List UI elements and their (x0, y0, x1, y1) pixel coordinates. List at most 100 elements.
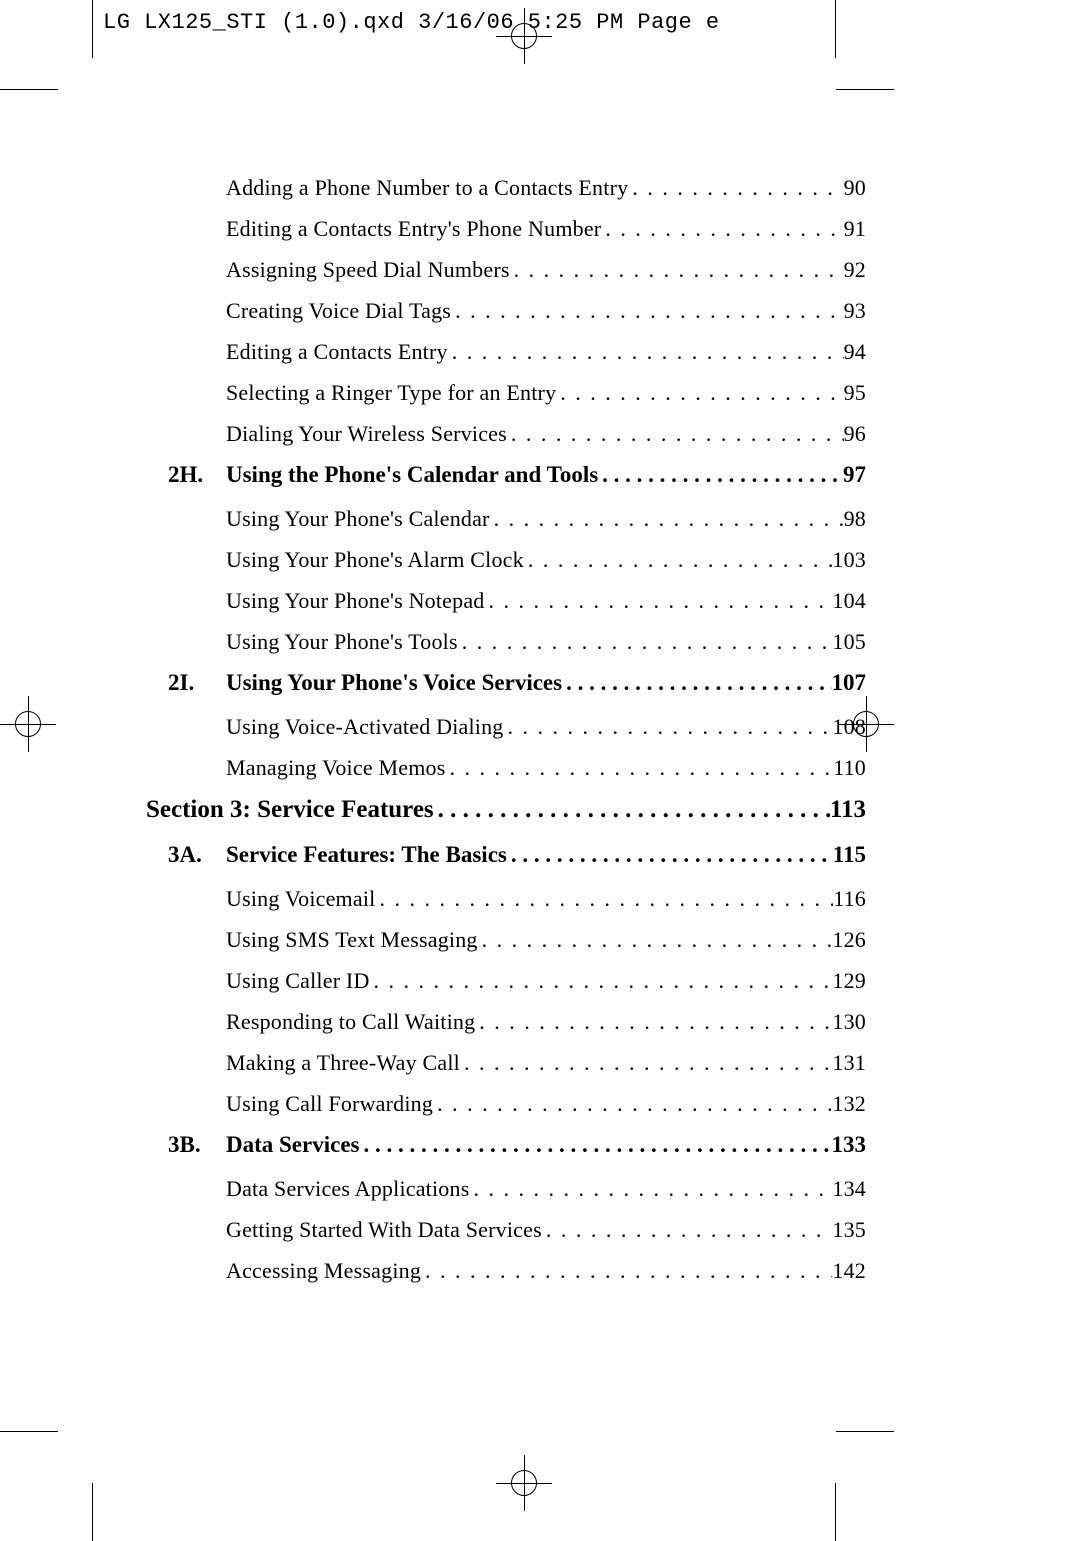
leader-dots (360, 1132, 832, 1158)
toc-label: Using Your Phone's Notepad (226, 588, 485, 614)
toc-label: Using Caller ID (226, 968, 370, 994)
leader-dots (475, 1009, 832, 1035)
toc-page: 90 (844, 175, 866, 201)
toc-label: Service Features: The Basics (226, 842, 507, 868)
toc-entry: Using Voice-Activated Dialing108 (146, 714, 866, 740)
toc-page: 115 (833, 842, 866, 868)
toc-page: 94 (844, 339, 866, 365)
toc-entry: Using Caller ID129 (146, 968, 866, 994)
toc-entry: Using Your Phone's Tools105 (146, 629, 866, 655)
toc-label: Data Services (226, 1132, 360, 1158)
crop-mark (836, 89, 894, 90)
toc-section: Section 3: Service Features 113 (146, 796, 866, 824)
toc-page: 103 (832, 547, 866, 573)
toc-entry: Using Your Phone's Notepad 104 (146, 588, 866, 614)
toc-page: 132 (832, 1091, 866, 1117)
toc-page: 113 (830, 796, 866, 824)
toc-entry: Using Your Phone's Alarm Clock103 (146, 547, 866, 573)
leader-dots (510, 257, 844, 283)
toc-label: Data Services Applications (226, 1176, 469, 1202)
leader-dots (460, 1050, 832, 1076)
toc-subsection: 3A.Service Features: The Basics 115 (146, 842, 866, 868)
toc-entry: Responding to Call Waiting130 (146, 1009, 866, 1035)
toc-label: Creating Voice Dial Tags (226, 298, 451, 324)
leader-dots (375, 886, 833, 912)
toc-page: 104 (832, 588, 866, 614)
toc-entry: Assigning Speed Dial Numbers 92 (146, 257, 866, 283)
registration-mark (496, 1455, 552, 1511)
toc-entry: Accessing Messaging 142 (146, 1258, 866, 1284)
toc-page: 133 (832, 1132, 867, 1158)
toc-entry: Dialing Your Wireless Services 96 (146, 421, 866, 447)
leader-dots (507, 842, 833, 868)
page-slug: LG LX125_STI (1.0).qxd 3/16/06 5:25 PM P… (103, 10, 720, 35)
toc-page: 110 (833, 755, 866, 781)
leader-dots (458, 629, 833, 655)
document-page: LG LX125_STI (1.0).qxd 3/16/06 5:25 PM P… (0, 0, 1080, 1541)
toc-label: Editing a Contacts Entry's Phone Number (226, 216, 601, 242)
toc-label: Section 3: Service Features (146, 796, 434, 824)
toc-label: Using Call Forwarding (226, 1091, 433, 1117)
toc-entry: Creating Voice Dial Tags 93 (146, 298, 866, 324)
toc-label: Assigning Speed Dial Numbers (226, 257, 510, 283)
toc-page: 116 (833, 886, 866, 912)
table-of-contents: Adding a Phone Number to a Contacts Entr… (146, 175, 866, 1299)
toc-label: Using the Phone's Calendar and Tools (226, 462, 598, 488)
toc-entry: Managing Voice Memos 110 (146, 755, 866, 781)
toc-entry: Editing a Contacts Entry 94 (146, 339, 866, 365)
crop-mark (836, 1431, 894, 1432)
toc-subsection: 2I.Using Your Phone's Voice Services107 (146, 670, 866, 696)
toc-label: Using Your Phone's Calendar (226, 506, 490, 532)
toc-page: 97 (843, 462, 866, 488)
toc-label: Editing a Contacts Entry (226, 339, 448, 365)
toc-prefix: 3A. (168, 842, 226, 868)
crop-mark (0, 1431, 58, 1432)
toc-label: Accessing Messaging (226, 1258, 421, 1284)
toc-entry: Editing a Contacts Entry's Phone Number9… (146, 216, 866, 242)
toc-entry: Using Voicemail116 (146, 886, 866, 912)
toc-entry: Using Your Phone's Calendar 98 (146, 506, 866, 532)
leader-dots (504, 714, 833, 740)
leader-dots (524, 547, 833, 573)
toc-label: Managing Voice Memos (226, 755, 446, 781)
toc-entry: Adding a Phone Number to a Contacts Entr… (146, 175, 866, 201)
leader-dots (469, 1176, 832, 1202)
leader-dots (478, 927, 833, 953)
toc-page: 131 (832, 1050, 866, 1076)
toc-label: Adding a Phone Number to a Contacts Entr… (226, 175, 628, 201)
leader-dots (601, 216, 843, 242)
toc-label: Dialing Your Wireless Services (226, 421, 507, 447)
leader-dots (485, 588, 833, 614)
toc-page: 126 (832, 927, 866, 953)
toc-page: 135 (832, 1217, 866, 1243)
leader-dots (556, 380, 843, 406)
toc-entry: Data Services Applications134 (146, 1176, 866, 1202)
toc-entry: Getting Started With Data Services 135 (146, 1217, 866, 1243)
toc-page: 96 (844, 421, 866, 447)
toc-page: 95 (844, 380, 866, 406)
leader-dots (446, 755, 834, 781)
toc-label: Getting Started With Data Services (226, 1217, 542, 1243)
toc-label: Using Voice-Activated Dialing (226, 714, 504, 740)
toc-entry: Selecting a Ringer Type for an Entry 95 (146, 380, 866, 406)
toc-label: Selecting a Ringer Type for an Entry (226, 380, 556, 406)
crop-mark (835, 1483, 836, 1541)
toc-page: 98 (844, 506, 866, 532)
registration-mark (0, 696, 56, 752)
toc-page: 92 (844, 257, 866, 283)
leader-dots (507, 421, 844, 447)
leader-dots (448, 339, 844, 365)
leader-dots (598, 462, 843, 488)
toc-page: 142 (832, 1258, 866, 1284)
leader-dots (490, 506, 844, 532)
toc-page: 107 (832, 670, 867, 696)
toc-page: 105 (832, 629, 866, 655)
leader-dots (451, 298, 844, 324)
leader-dots (433, 1091, 832, 1117)
toc-label: Using SMS Text Messaging (226, 927, 478, 953)
toc-page: 93 (844, 298, 866, 324)
crop-mark (92, 1483, 93, 1541)
toc-subsection: 2H.Using the Phone's Calendar and Tools9… (146, 462, 866, 488)
toc-entry: Making a Three-Way Call131 (146, 1050, 866, 1076)
leader-dots (421, 1258, 832, 1284)
